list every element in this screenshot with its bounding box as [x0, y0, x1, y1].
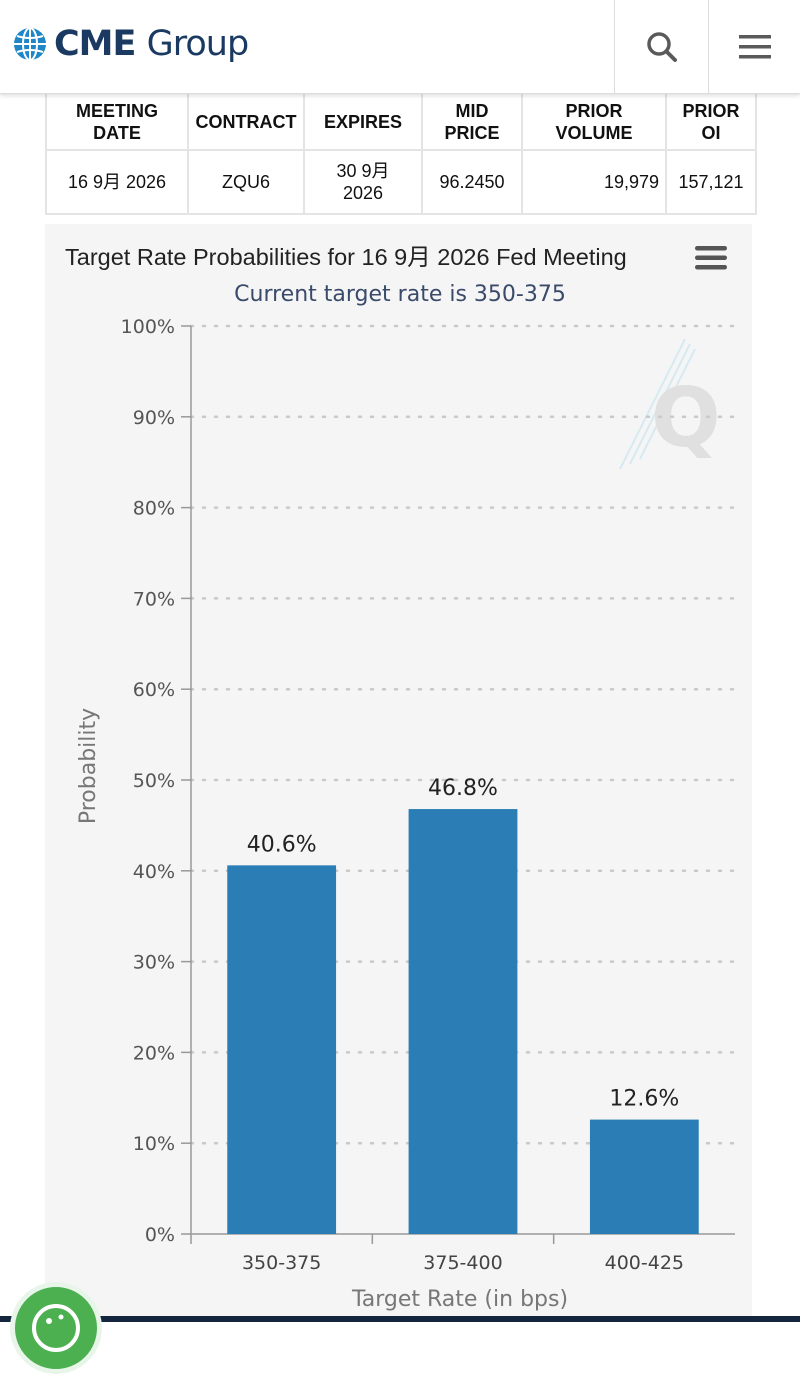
chart-title: Target Rate Probabilities for 16 9月 2026… [65, 244, 627, 270]
logo-wordmark: CME Group [54, 24, 249, 64]
cell-contract: ZQU6 [187, 149, 305, 215]
y-tick-label: 80% [133, 498, 175, 520]
y-tick-label: 30% [133, 952, 175, 974]
col-header-prior-volume: PRIOR VOLUME [521, 94, 667, 151]
y-tick-label: 0% [145, 1224, 175, 1246]
cookie-settings-button[interactable] [10, 1282, 102, 1374]
bar-375-400[interactable] [408, 809, 518, 1234]
y-tick-label: 90% [133, 407, 175, 429]
data-label: 40.6% [247, 832, 317, 857]
y-tick-label: 20% [133, 1042, 175, 1064]
svg-text:Q: Q [651, 371, 721, 466]
site-header: CME Group [0, 0, 800, 94]
y-tick-label: 60% [133, 679, 175, 701]
col-header-contract: CONTRACT [187, 94, 305, 151]
cell-expires: 30 9月 2026 [303, 149, 423, 215]
footer-strip [0, 1316, 800, 1322]
data-label: 46.8% [428, 776, 498, 801]
cell-mid-price: 96.2450 [421, 149, 523, 215]
cell-prior-volume: 19,979 [521, 149, 667, 215]
data-label: 12.6% [609, 1087, 679, 1112]
y-tick-label: 70% [133, 588, 175, 610]
main-menu-button[interactable] [708, 0, 800, 94]
x-tick-label: 375-400 [423, 1252, 502, 1274]
col-header-mid-price: MID PRICE [421, 94, 523, 151]
x-tick-label: 400-425 [605, 1252, 684, 1274]
chart-card: Q 0% 10% 20% 30% 40% 50% 60% 70% 80% 90% 100% 40.6… [45, 224, 752, 1322]
y-tick-label: 100% [121, 316, 175, 338]
col-header-expires: EXPIRES [303, 94, 423, 151]
y-axis-title: Probability [76, 708, 101, 824]
x-tick-label: 350-375 [242, 1252, 321, 1274]
cookie-settings-icon [32, 1304, 80, 1352]
table-row: 16 9月 2026 ZQU6 30 9月 2026 96.2450 19,979… [45, 149, 757, 215]
search-icon [646, 32, 677, 62]
futures-table-container: MEETING DATE CONTRACT EXPIRES MID PRICE PR… [45, 94, 757, 215]
table-header-row: MEETING DATE CONTRACT EXPIRES MID PRICE PR… [45, 94, 757, 151]
cell-prior-oi: 157,121 [665, 149, 757, 215]
col-header-meeting-date: MEETING DATE [45, 94, 189, 151]
chart-context-menu-button[interactable] [695, 246, 727, 275]
search-button[interactable] [614, 0, 708, 94]
x-axis-title: Target Rate (in bps) [351, 1287, 568, 1312]
chart-context-menu-icon [695, 246, 727, 270]
cell-meeting-date: 16 9月 2026 [45, 149, 189, 215]
bar-350-375[interactable] [227, 865, 337, 1234]
globe-icon [14, 27, 46, 61]
probability-bar-chart: Q 0% 10% 20% 30% 40% 50% 60% 70% 80% 90% 100% 40.6… [76, 316, 737, 1312]
y-tick-label: 50% [133, 770, 175, 792]
futures-table: MEETING DATE CONTRACT EXPIRES MID PRICE PR… [45, 94, 757, 215]
y-tick-label: 10% [133, 1133, 175, 1155]
y-tick-label: 40% [133, 861, 175, 883]
hamburger-menu-icon [738, 35, 771, 59]
bar-400-425[interactable] [589, 1119, 699, 1234]
col-header-prior-oi: PRIOR OI [665, 94, 757, 151]
chart-subtitle: Current target rate is 350-375 [234, 282, 566, 307]
cme-group-logo[interactable]: CME Group [12, 20, 249, 68]
quikstrike-q-watermark-icon: Q [619, 338, 721, 470]
